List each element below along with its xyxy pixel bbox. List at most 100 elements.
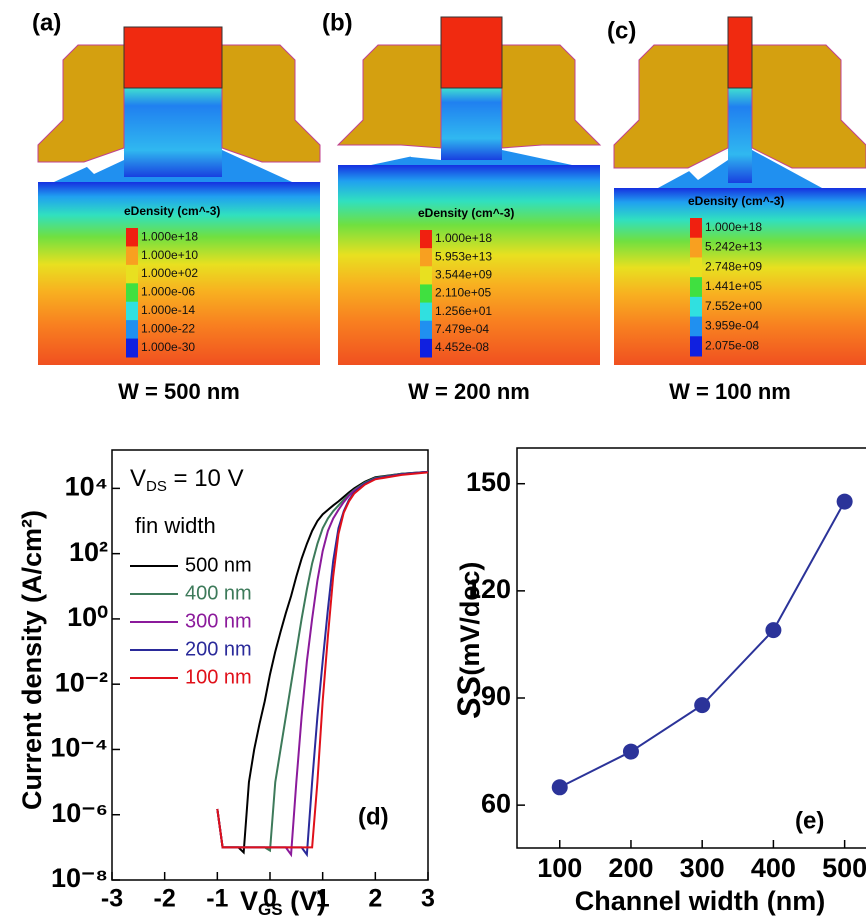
- substrate: [38, 182, 320, 365]
- colorbar-segment: [126, 338, 138, 358]
- y-tick-label: 10⁻²: [55, 667, 108, 697]
- colorbar-segment: [690, 316, 702, 337]
- x-tick-label: 500: [822, 853, 866, 883]
- colorbar-label: 1.000e-22: [141, 322, 195, 336]
- gate-metal: [613, 44, 729, 169]
- colorbar-label: 5.953e+13: [435, 249, 492, 263]
- x-tick-label: 3: [421, 885, 435, 913]
- data-point: [551, 779, 568, 796]
- colorbar-label: 2.748e+09: [705, 259, 762, 273]
- fin: [124, 88, 222, 177]
- plot-frame: [516, 447, 866, 849]
- colorbar-segment: [420, 302, 432, 322]
- panel-label: (e): [795, 807, 824, 834]
- colorbar-label: 1.000e-14: [141, 303, 195, 317]
- y-tick-label: 150: [466, 467, 511, 497]
- colorbar-segment: [420, 266, 432, 285]
- colorbar-segment: [690, 237, 702, 258]
- colorbar-segment: [690, 296, 702, 318]
- legend-title: fin width: [135, 513, 216, 538]
- text-part: (V): [283, 886, 327, 916]
- panel-label: (d): [358, 803, 389, 830]
- x-tick-label: 2: [368, 885, 382, 913]
- caption: W = 500 nm: [118, 379, 240, 404]
- gate-metal: [221, 44, 321, 163]
- x-tick-label: 200: [608, 853, 653, 883]
- x-tick-label: 300: [680, 853, 725, 883]
- colorbar-segment: [126, 283, 138, 303]
- colorbar-segment: [420, 320, 432, 340]
- data-point: [694, 697, 711, 714]
- colorbar-segment: [420, 338, 432, 358]
- gate-metal: [336, 44, 442, 149]
- colorbar-label: 2.075e-08: [705, 338, 759, 352]
- dielectric-gap: [84, 150, 124, 174]
- colorbar-segment: [126, 320, 138, 340]
- colorbar-label: 1.000e-30: [141, 340, 195, 354]
- colorbar-label: 1.441e+05: [705, 279, 762, 293]
- text-part: V: [240, 886, 258, 916]
- colorbar-label: 4.452e-08: [435, 340, 489, 354]
- colorbar-label: 1.000e+10: [141, 248, 198, 262]
- legend-label: 100 nm: [185, 666, 252, 688]
- legend-label: 500 nm: [185, 554, 252, 576]
- y-axis-label: Current density (A/cm²): [17, 510, 47, 810]
- gate-metal: [501, 44, 602, 149]
- legend-label: 200 nm: [185, 638, 252, 660]
- panel-label: (c): [607, 17, 636, 44]
- data-line: [216, 471, 429, 849]
- dielectric-gap: [401, 147, 441, 160]
- y-tick-label: 10⁰: [67, 602, 108, 632]
- x-tick-label: 1: [316, 885, 330, 913]
- y-tick-label: 10⁴: [65, 472, 108, 502]
- substrate: [338, 165, 600, 365]
- gate-metal: [37, 44, 125, 163]
- colorbar-segment: [126, 246, 138, 266]
- y-tick-label: 10⁻⁸: [51, 863, 108, 893]
- x-tick-label: 100: [537, 853, 582, 883]
- y-tick-label: 10⁻⁴: [50, 733, 108, 763]
- y-tick-label: 90: [481, 681, 511, 711]
- panel-label: (b): [322, 9, 353, 36]
- colorbar-segment: [690, 336, 702, 357]
- colorbar-label: 1.000e+18: [435, 231, 492, 245]
- colorbar-segment: [690, 218, 702, 239]
- fin: [728, 88, 752, 183]
- colorbar-title: eDensity (cm^-3): [418, 206, 514, 220]
- colorbar-segment: [690, 277, 702, 298]
- text-part: SS: [451, 675, 487, 718]
- legend-label: 300 nm: [185, 610, 252, 632]
- colorbar-label: 5.242e+13: [705, 240, 762, 254]
- caption: W = 200 nm: [408, 379, 530, 404]
- x-axis-label: Channel width (nm): [575, 886, 825, 916]
- colorbar-segment: [420, 230, 432, 249]
- gate-top: [123, 26, 223, 89]
- colorbar-label: 1.000e+02: [141, 266, 198, 280]
- gate-metal: [751, 44, 866, 169]
- colorbar-segment: [420, 248, 432, 267]
- y-tick-label: 60: [481, 788, 511, 818]
- x-tick-label: 0: [263, 885, 277, 913]
- data-line: [559, 501, 846, 789]
- colorbar-title: eDensity (cm^-3): [688, 194, 784, 208]
- text-part: = 10 V: [167, 465, 244, 492]
- colorbar-label: 3.959e-04: [705, 319, 759, 333]
- text-part: (mV/dec): [455, 562, 485, 676]
- colorbar-segment: [420, 284, 432, 304]
- colorbar-label: 7.552e+00: [705, 299, 762, 313]
- text-part: DS: [146, 478, 167, 495]
- colorbar-label: 1.256e+01: [435, 304, 492, 318]
- caption: W = 100 nm: [669, 379, 791, 404]
- y-tick-label: 120: [466, 574, 511, 604]
- x-tick-label: -1: [206, 885, 228, 913]
- data-point: [836, 493, 853, 510]
- colorbar-label: 1.000e+18: [141, 229, 198, 243]
- colorbar-title: eDensity (cm^-3): [124, 204, 220, 218]
- legend-label: 400 nm: [185, 582, 252, 604]
- x-axis-label: VGS (V): [240, 886, 326, 919]
- gate-top: [727, 16, 753, 89]
- dielectric-gap: [688, 150, 728, 180]
- colorbar-segment: [126, 301, 138, 321]
- colorbar-label: 1.000e-06: [141, 285, 195, 299]
